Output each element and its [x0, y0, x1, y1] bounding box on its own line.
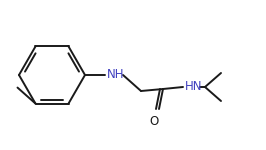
Text: NH: NH	[107, 69, 124, 81]
Text: O: O	[149, 115, 159, 128]
Text: HN: HN	[185, 81, 202, 93]
